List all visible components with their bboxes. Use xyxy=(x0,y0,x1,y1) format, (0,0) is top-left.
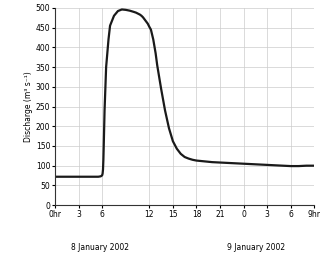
Text: 9 January 2002: 9 January 2002 xyxy=(227,244,285,252)
Y-axis label: Discharge (m³ s⁻¹): Discharge (m³ s⁻¹) xyxy=(24,71,33,142)
Text: 8 January 2002: 8 January 2002 xyxy=(71,244,130,252)
